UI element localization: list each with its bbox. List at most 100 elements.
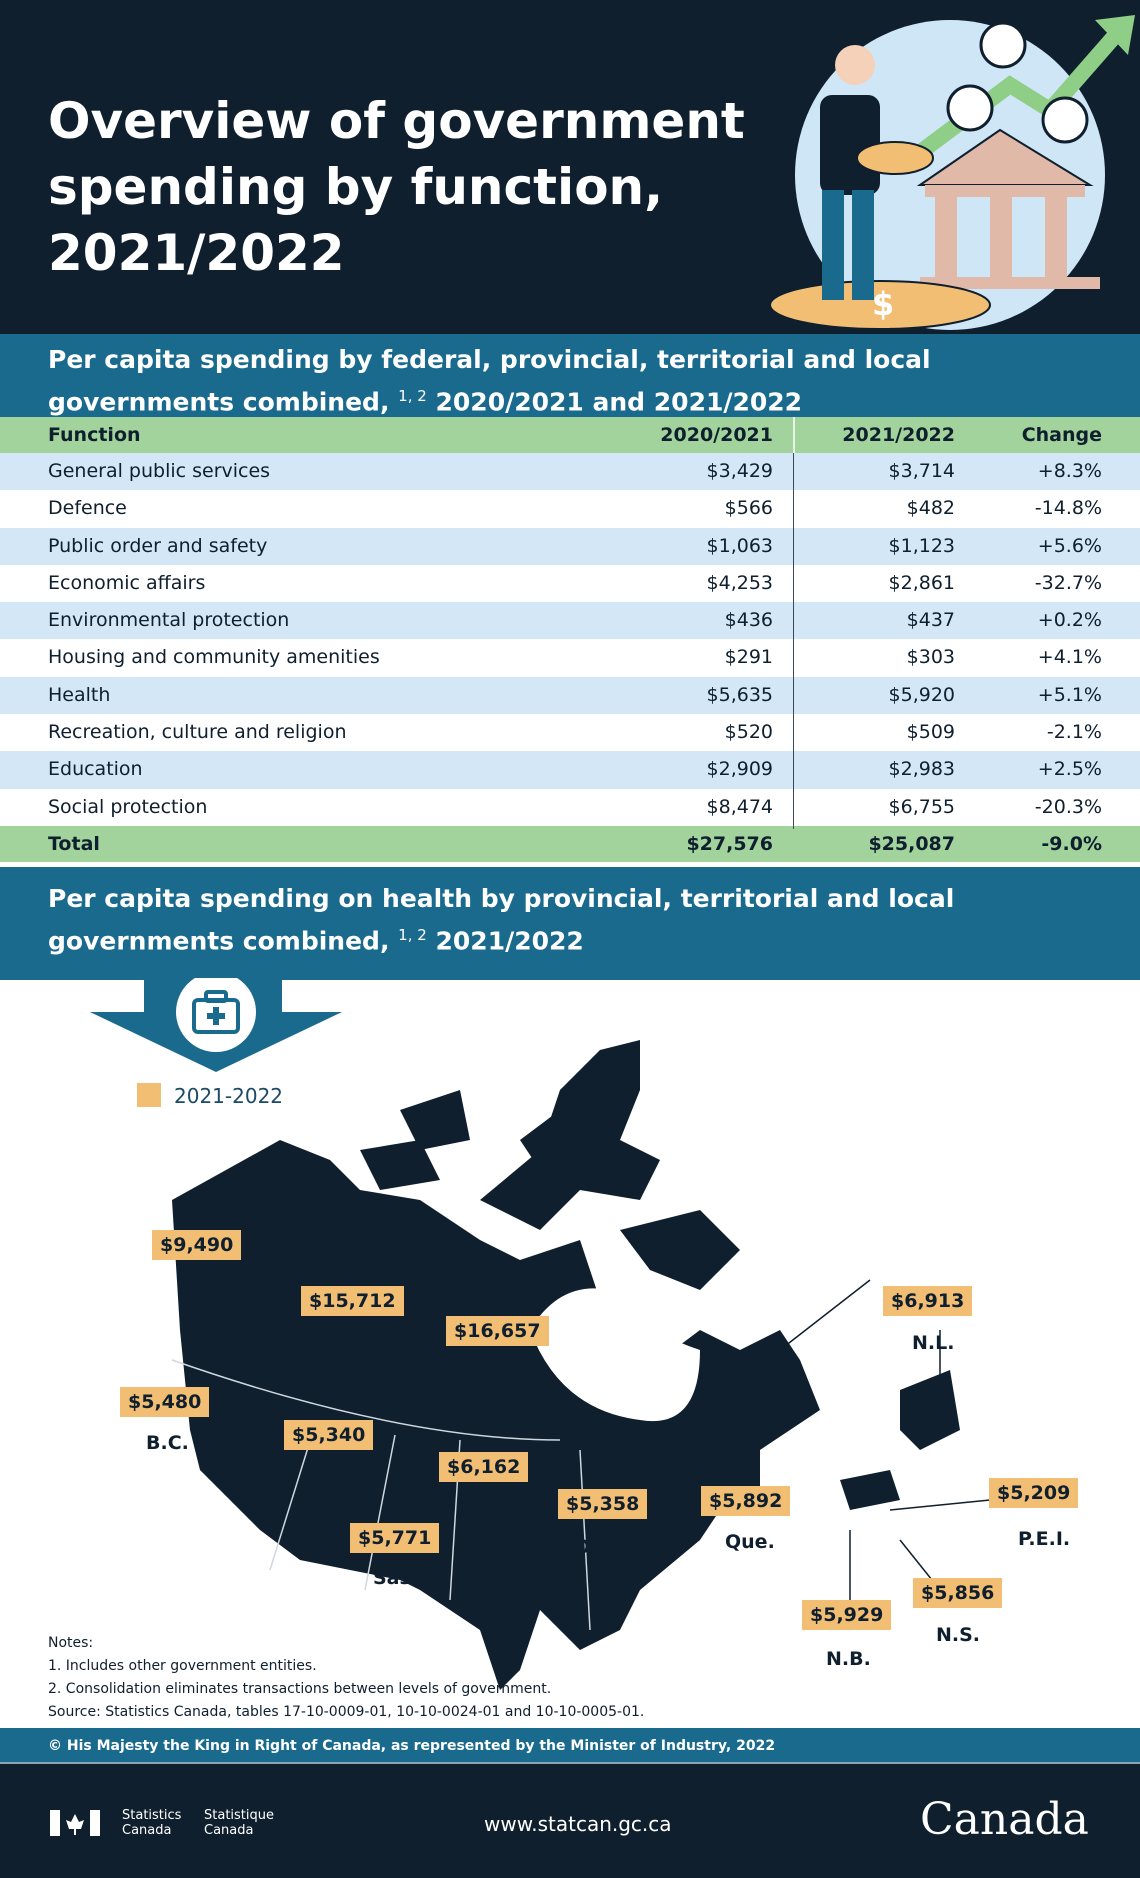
map-region-name: N.W.T. xyxy=(318,1334,386,1356)
function-cell: Defence xyxy=(48,497,127,520)
value-2021-2022-cell: $3,714 xyxy=(888,460,955,482)
function-cell: Education xyxy=(48,758,143,781)
page-title: Overview of government spending by funct… xyxy=(48,92,745,282)
value-2020-2021-cell: $2,909 xyxy=(706,758,773,781)
table-row: Social protection $8,474 $6,755 -20.3% xyxy=(0,789,1140,826)
value-2020-2021-cell: $436 xyxy=(724,609,773,632)
statcan-fr-label: Statistique Canada xyxy=(204,1808,274,1838)
change-cell: +2.5% xyxy=(1037,758,1102,781)
table-header-row: Function 2020/2021 2021/2022 Change xyxy=(0,417,1140,453)
change-cell: +4.1% xyxy=(1037,646,1102,669)
value-2020-2021-cell: $566 xyxy=(724,497,773,520)
function-cell: Economic affairs xyxy=(48,571,206,594)
function-cell: Environmental protection xyxy=(48,609,290,632)
map-value-label: $5,771 xyxy=(350,1523,440,1553)
map-region-name: B.C. xyxy=(146,1432,189,1454)
change-cell: -20.3% xyxy=(1034,795,1102,818)
map-region-name: N.L. xyxy=(912,1332,955,1354)
government-spending-illustration: $ xyxy=(769,15,1135,330)
map-region-name: N.B. xyxy=(826,1648,871,1670)
map-region-name: Nvt. xyxy=(454,1361,499,1383)
function-cell: General public services xyxy=(48,460,271,482)
map-section-title: Per capita spending on health by provinc… xyxy=(48,884,955,956)
legend-label: 2021-2022 xyxy=(174,1084,284,1108)
table-section-banner: Per capita spending by federal, provinci… xyxy=(0,334,1140,417)
change-cell: +8.3% xyxy=(1037,460,1102,482)
map-section-title-end: 2021/2022 xyxy=(435,926,584,956)
header: Overview of government spending by funct… xyxy=(0,0,1140,334)
table-row: Defence $566 $482 -14.8% xyxy=(0,490,1140,527)
map-value-label: $16,657 xyxy=(446,1316,549,1346)
map-value-label: $5,856 xyxy=(913,1578,1003,1608)
map-region-name: P.E.I. xyxy=(1018,1528,1071,1550)
spending-table: Function 2020/2021 2021/2022 Change Gene… xyxy=(0,417,1140,862)
map-value-label: $5,480 xyxy=(120,1387,210,1417)
table-row: Economic affairs $4,253 $2,861 -32.7% xyxy=(0,565,1140,602)
note-2: 2. Consolidation eliminates transactions… xyxy=(48,1681,552,1697)
value-2021-2022-cell: $1,123 xyxy=(888,534,955,557)
mainland-canada xyxy=(172,1140,820,1690)
function-cell: Public order and safety xyxy=(48,534,268,557)
function-cell: Social protection xyxy=(48,795,208,818)
copyright: © His Majesty the King in Right of Canad… xyxy=(0,1728,1140,1764)
change-cell: +5.6% xyxy=(1037,534,1102,557)
column-header-2021-2022: 2021/2022 xyxy=(842,424,955,446)
canada-flag-icon xyxy=(50,1810,100,1836)
notes: Notes: 1. Includes other government enti… xyxy=(48,1632,644,1724)
notes-heading: Notes: xyxy=(48,1635,94,1651)
value-2021-2022-cell: $303 xyxy=(906,646,955,669)
total-label: Total xyxy=(48,832,100,855)
hudson-bay xyxy=(530,1288,700,1422)
function-cell: Housing and community amenities xyxy=(48,646,380,669)
map-value-label: $5,929 xyxy=(802,1600,892,1630)
table-section-title: Per capita spending by federal, provinci… xyxy=(48,345,931,417)
function-cell: Health xyxy=(48,683,111,706)
value-2020-2021-cell: $5,635 xyxy=(706,683,773,706)
total-change: -9.0% xyxy=(1041,832,1102,855)
map-value-label: $5,340 xyxy=(284,1420,374,1450)
table-row: Housing and community amenities $291 $303 +… xyxy=(0,639,1140,676)
footer: Statistics Canada Statistique Canada www… xyxy=(0,1764,1140,1878)
column-header-change: Change xyxy=(1021,424,1102,446)
total-2020-2021: $27,576 xyxy=(686,832,773,855)
change-cell: -2.1% xyxy=(1046,721,1102,744)
section-arrow xyxy=(90,978,342,1072)
value-2021-2022-cell: $482 xyxy=(906,497,955,520)
value-2020-2021-cell: $291 xyxy=(724,646,773,669)
source: Source: Statistics Canada, tables 17-10-… xyxy=(48,1704,645,1720)
value-2021-2022-cell: $5,920 xyxy=(888,683,955,706)
website-link[interactable]: www.statcan.gc.ca xyxy=(484,1812,672,1836)
map-region-name: Sask. xyxy=(373,1567,431,1589)
column-header-2020-2021: 2020/2021 xyxy=(660,424,773,446)
map-value-label: $5,358 xyxy=(558,1489,648,1519)
map-value-label: $5,209 xyxy=(989,1478,1079,1508)
table-row: Public order and safety $1,063 $1,123 +5.6% xyxy=(0,527,1140,565)
header-divider xyxy=(793,417,795,453)
value-2021-2022-cell: $437 xyxy=(906,609,955,632)
table-row: Environmental protection $436 $437 +0.2% xyxy=(0,602,1140,640)
value-2020-2021-cell: $8,474 xyxy=(706,795,773,818)
value-2020-2021-cell: $3,429 xyxy=(706,460,773,482)
map-value-label: $15,712 xyxy=(301,1286,404,1316)
change-cell: -32.7% xyxy=(1034,571,1102,594)
table-section-title-end: 2020/2021 and 2021/2022 xyxy=(435,387,803,417)
column-divider xyxy=(793,453,794,829)
value-2020-2021-cell: $520 xyxy=(724,721,773,744)
map-region-name: Y.T. xyxy=(212,1274,248,1296)
svg-text:$: $ xyxy=(872,285,894,323)
canada-wordmark: Canada xyxy=(920,1794,1089,1845)
value-2021-2022-cell: $2,983 xyxy=(888,758,955,781)
total-2021-2022: $25,087 xyxy=(868,832,955,855)
map-region-name: N.S. xyxy=(936,1624,981,1646)
medical-kit-icon xyxy=(176,978,256,1052)
footnote-ref: 1, 2 xyxy=(398,926,427,944)
value-2020-2021-cell: $4,253 xyxy=(706,571,773,594)
value-2021-2022-cell: $509 xyxy=(906,721,955,744)
column-header-function: Function xyxy=(48,424,141,446)
map-value-label: $9,490 xyxy=(152,1230,242,1260)
table-row: Health $5,635 $5,920 +5.1% xyxy=(0,676,1140,715)
change-cell: -14.8% xyxy=(1034,497,1102,520)
function-cell: Recreation, culture and religion xyxy=(48,721,347,744)
newfoundland xyxy=(900,1370,960,1450)
statcan-en-label: Statistics Canada xyxy=(122,1808,182,1838)
